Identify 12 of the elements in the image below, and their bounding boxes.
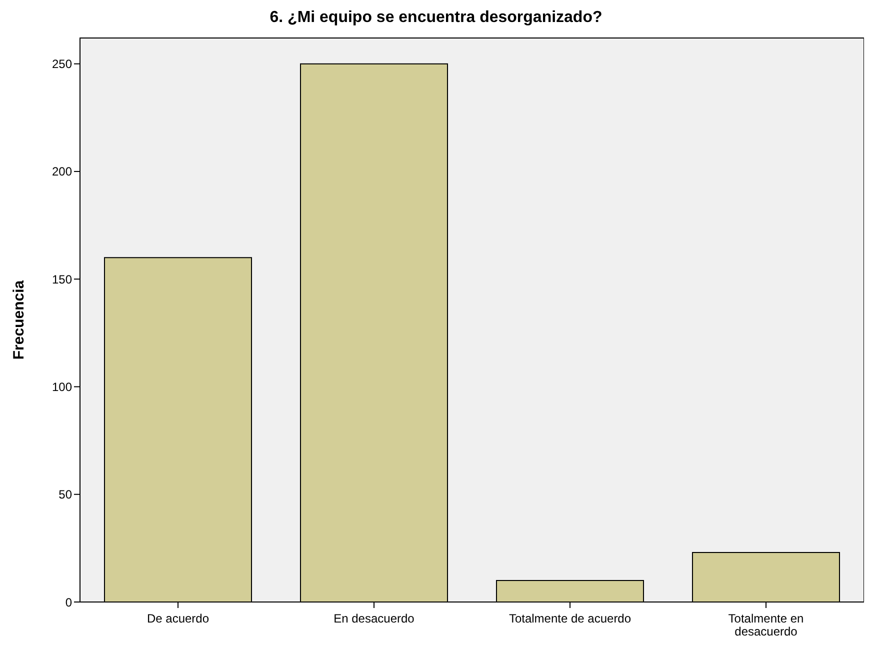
y-tick-label: 200 (52, 164, 72, 179)
x-tick-label: De acuerdo (146, 612, 210, 626)
x-tick-label: Totalmente de acuerdo (508, 612, 632, 626)
y-tick-label: 250 (52, 57, 72, 72)
y-axis-title: Frecuencia (10, 280, 28, 360)
x-tick-label: En desacuerdo (334, 612, 415, 626)
x-tick-label: Totalmente en desacuerdo (728, 612, 804, 639)
y-tick-label: 100 (52, 380, 72, 394)
chart-title: 6. ¿Mi equipo se encuentra desorganizado? (268, 8, 604, 28)
y-tick-label: 0 (65, 595, 72, 610)
y-tick-label: 150 (52, 272, 72, 286)
y-tick-label: 50 (58, 488, 72, 502)
